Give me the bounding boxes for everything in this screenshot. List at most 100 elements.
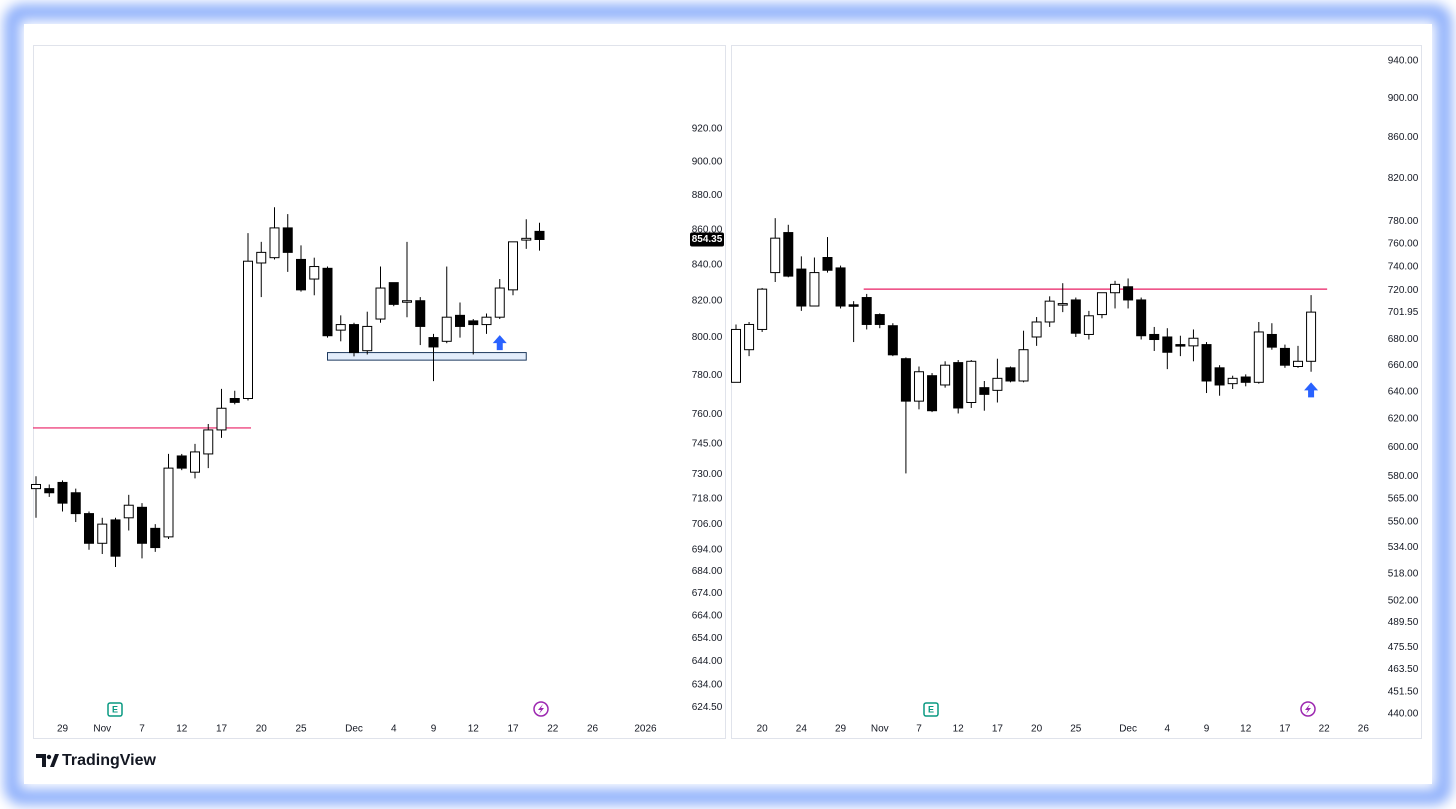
candle-body [362, 325, 373, 352]
y-tick-label: 550.00 [1388, 517, 1419, 528]
candle-body [31, 483, 41, 490]
candle-body [770, 237, 781, 274]
candle-body [744, 323, 755, 351]
candle-body [203, 429, 214, 455]
candle-body [953, 362, 964, 409]
y-tick-label: 489.50 [1388, 617, 1419, 628]
y-tick-label: 475.50 [1388, 642, 1419, 653]
candle-body [1070, 299, 1081, 334]
arrow-marker [492, 335, 507, 351]
x-tick-label: 17 [1279, 724, 1291, 735]
y-tick-label: 674.00 [692, 588, 723, 599]
candle-body [388, 282, 399, 305]
y-tick-label: 800.00 [692, 332, 723, 343]
y-tick-label: 463.50 [1388, 664, 1419, 675]
candle-body [1149, 333, 1160, 341]
y-tick-label: 534.00 [1388, 542, 1419, 553]
x-tick-label: 17 [992, 724, 1004, 735]
candle-body [216, 407, 227, 431]
y-tick-label: 900.00 [1388, 93, 1419, 104]
candle-body [97, 523, 108, 544]
candle-body [1306, 311, 1317, 362]
x-tick-label: 20 [757, 724, 769, 735]
candle-body [441, 316, 452, 342]
x-tick-label: Dec [345, 724, 363, 735]
y-tick-label: 920.00 [692, 124, 723, 135]
candle-body [874, 314, 885, 325]
candle-body [913, 371, 924, 402]
x-tick-label: 12 [953, 724, 965, 735]
candle-body [508, 241, 518, 291]
glow-frame [4, 4, 1452, 805]
candle-body [402, 300, 412, 303]
x-tick-label: 4 [391, 724, 397, 735]
candle-body [1057, 303, 1068, 306]
candle-body [335, 324, 346, 331]
x-tick-label: 17 [216, 724, 228, 735]
x-tick-label: 29 [57, 724, 69, 735]
candle-body [731, 328, 741, 383]
candle-body [1136, 299, 1147, 337]
y-tick-label: 740.00 [1388, 261, 1419, 272]
x-tick-label: 29 [835, 724, 847, 735]
x-tick-label: 20 [256, 724, 268, 735]
candle-body [809, 272, 820, 307]
candle-body [757, 288, 768, 330]
earnings-icon: E [107, 702, 123, 717]
candle-body [1253, 331, 1264, 383]
y-tick-label: 694.00 [692, 544, 723, 555]
x-tick-label: 25 [1070, 724, 1082, 735]
y-tick-label: 440.00 [1388, 709, 1419, 720]
y-tick-label: 580.00 [1388, 471, 1419, 482]
y-tick-label: 664.00 [692, 610, 723, 621]
x-tick-label: 9 [431, 724, 437, 735]
candle-body [900, 358, 911, 402]
x-tick-label: 7 [139, 724, 145, 735]
y-tick-label: 940.00 [1388, 56, 1419, 67]
event-icon [533, 701, 549, 717]
x-tick-label: 22 [547, 724, 559, 735]
frame [24, 24, 1432, 784]
candle-body [1266, 333, 1277, 348]
candle-body [44, 488, 55, 494]
candle-body [796, 268, 807, 307]
candle-body [1123, 286, 1134, 301]
x-tick-label: 12 [1240, 724, 1252, 735]
y-tick-label: 820.00 [1388, 173, 1419, 184]
candle-body [1162, 336, 1173, 353]
x-tick-label: 12 [176, 724, 188, 735]
x-tick-label: 12 [468, 724, 480, 735]
y-tick-label: 451.50 [1388, 687, 1419, 698]
candle-body [1214, 367, 1225, 386]
y-tick-label: 680.00 [1388, 334, 1419, 345]
candle-body [887, 325, 898, 356]
candle-body [1201, 344, 1212, 382]
svg-text:E: E [928, 704, 934, 714]
candle-body [1083, 315, 1094, 335]
y-tick-label: 900.00 [692, 156, 723, 167]
earnings-icon: E [923, 702, 939, 717]
candle-body [176, 455, 187, 469]
candle-body [481, 316, 492, 326]
y-tick-label: 706.00 [692, 519, 723, 530]
y-tick-label: 760.00 [1388, 238, 1419, 249]
candle-body [1096, 292, 1107, 316]
candle-body [150, 527, 161, 549]
candle-body [1018, 349, 1029, 382]
candle-body [1279, 347, 1290, 366]
x-tick-label: 17 [507, 724, 519, 735]
x-tick-label: 25 [295, 724, 307, 735]
y-tick-label: 654.00 [692, 633, 723, 644]
candle-body [190, 451, 200, 473]
x-tick-label: Dec [1119, 724, 1137, 735]
candle-body [110, 519, 121, 557]
x-tick-label: 2026 [634, 724, 657, 735]
y-tick-label: 565.00 [1388, 494, 1419, 505]
candle-body [309, 266, 320, 280]
candle-body [861, 297, 872, 325]
candle-body [349, 324, 359, 354]
candle-body [282, 227, 293, 253]
candle-body [57, 481, 68, 504]
y-tick-label: 660.00 [1388, 360, 1419, 371]
